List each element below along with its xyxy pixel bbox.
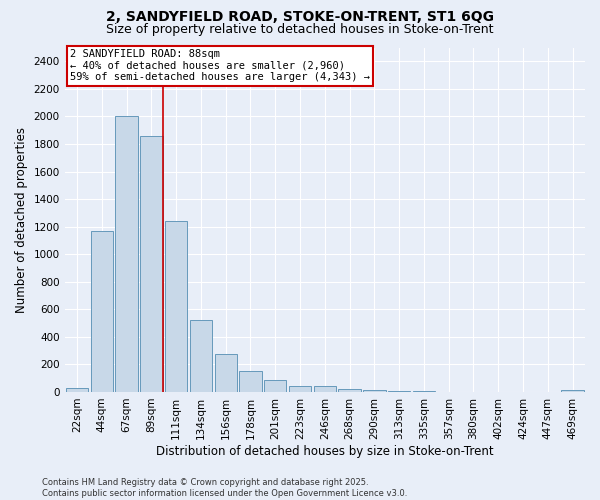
Bar xyxy=(140,136,163,392)
Bar xyxy=(215,354,237,392)
Bar xyxy=(115,116,138,392)
Y-axis label: Number of detached properties: Number of detached properties xyxy=(15,126,28,312)
Bar xyxy=(338,390,361,392)
Bar xyxy=(66,388,88,392)
Bar xyxy=(388,391,410,392)
Bar xyxy=(239,372,262,392)
Bar xyxy=(314,386,336,392)
Bar xyxy=(91,231,113,392)
Text: 2, SANDYFIELD ROAD, STOKE-ON-TRENT, ST1 6QG: 2, SANDYFIELD ROAD, STOKE-ON-TRENT, ST1 … xyxy=(106,10,494,24)
Bar xyxy=(190,320,212,392)
Bar xyxy=(264,380,286,392)
Bar xyxy=(562,390,584,392)
Text: Size of property relative to detached houses in Stoke-on-Trent: Size of property relative to detached ho… xyxy=(106,22,494,36)
Bar xyxy=(165,221,187,392)
Text: 2 SANDYFIELD ROAD: 88sqm
← 40% of detached houses are smaller (2,960)
59% of sem: 2 SANDYFIELD ROAD: 88sqm ← 40% of detach… xyxy=(70,49,370,82)
Text: Contains HM Land Registry data © Crown copyright and database right 2025.
Contai: Contains HM Land Registry data © Crown c… xyxy=(42,478,407,498)
Bar xyxy=(363,390,386,392)
X-axis label: Distribution of detached houses by size in Stoke-on-Trent: Distribution of detached houses by size … xyxy=(156,444,494,458)
Bar xyxy=(289,386,311,392)
